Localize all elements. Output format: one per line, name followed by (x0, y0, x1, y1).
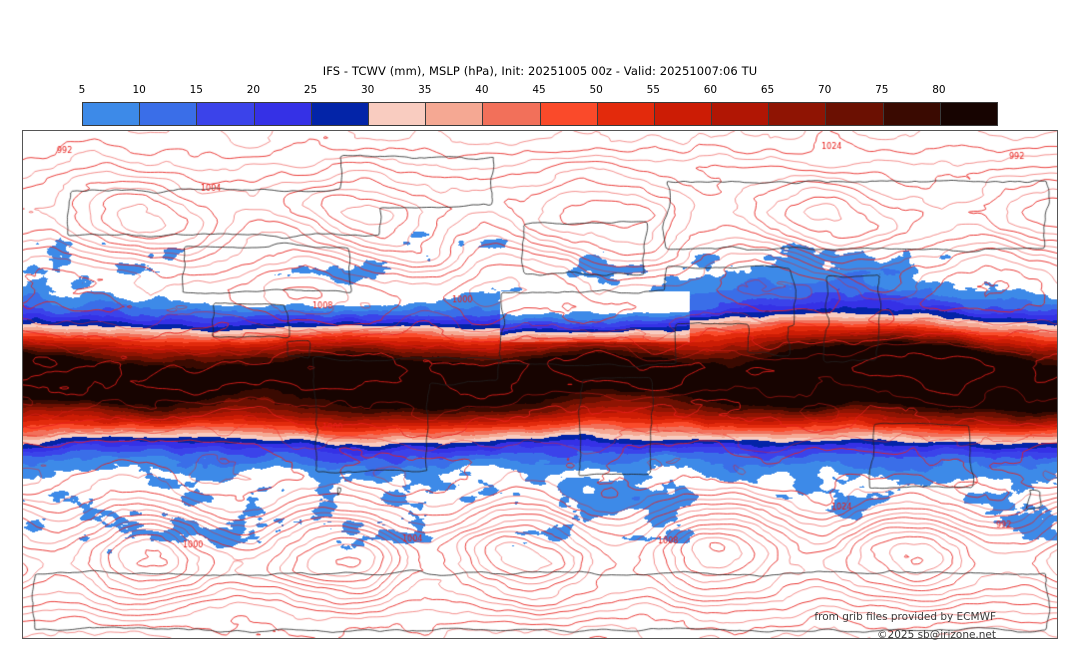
colorbar-tick-label: 45 (532, 84, 546, 96)
colorbar-swatch (140, 103, 198, 125)
colorbar-tick-label: 15 (189, 84, 203, 96)
data-source-credit: from grib files provided by ECMWF (814, 611, 996, 623)
colorbar-tick-label: 35 (418, 84, 432, 96)
colorbar: 5 10 15 20 25 30 35 40 45 50 55 60 65 70 75 80 (78, 84, 998, 128)
colorbar-tick-label: 50 (589, 84, 603, 96)
page-title: IFS - TCWV (mm), MSLP (hPa), Init: 20251… (322, 64, 758, 78)
colorbar-tick-label: 40 (475, 84, 489, 96)
colorbar-swatch (254, 103, 312, 125)
colorbar-tick-label: 65 (760, 84, 775, 96)
colorbar-swatch (540, 103, 598, 125)
colorbar-tick-label: 80 (932, 84, 946, 96)
colorbar-swatch (712, 103, 770, 125)
colorbar-swatch (197, 103, 255, 125)
colorbar-tick-label: 5 (78, 84, 86, 96)
colorbar-swatch (826, 103, 884, 125)
colorbar-tick-label: 75 (875, 84, 889, 96)
colorbar-tick-label: 60 (703, 84, 718, 96)
colorbar-swatch (368, 103, 427, 125)
colorbar-tick-labels: 5 10 15 20 25 30 35 40 45 50 55 60 65 70 75 80 (78, 84, 998, 100)
colorbar-swatch (940, 103, 997, 125)
colorbar-swatch (311, 103, 369, 125)
colorbar-swatch (83, 103, 141, 125)
colorbar-swatch (654, 103, 713, 125)
colorbar-swatch (769, 103, 827, 125)
colorbar-tick-label: 70 (817, 84, 832, 96)
colorbar-swatch (883, 103, 941, 125)
colorbar-tick-label: 10 (132, 84, 146, 96)
author-copyright: ©2025 sb@irizone.net (877, 629, 996, 641)
colorbar-tick-label: 25 (303, 84, 318, 96)
colorbar-swatch (483, 103, 541, 125)
colorbar-tick-label: 20 (246, 84, 261, 96)
colorbar-swatch (426, 103, 484, 125)
colorbar-swatch (597, 103, 655, 125)
map-canvas[interactable] (23, 131, 1057, 638)
weather-map[interactable] (22, 130, 1058, 639)
colorbar-tick-label: 30 (360, 84, 375, 96)
colorbar-gradient-strip (82, 102, 998, 126)
colorbar-tick-label: 55 (646, 84, 660, 96)
